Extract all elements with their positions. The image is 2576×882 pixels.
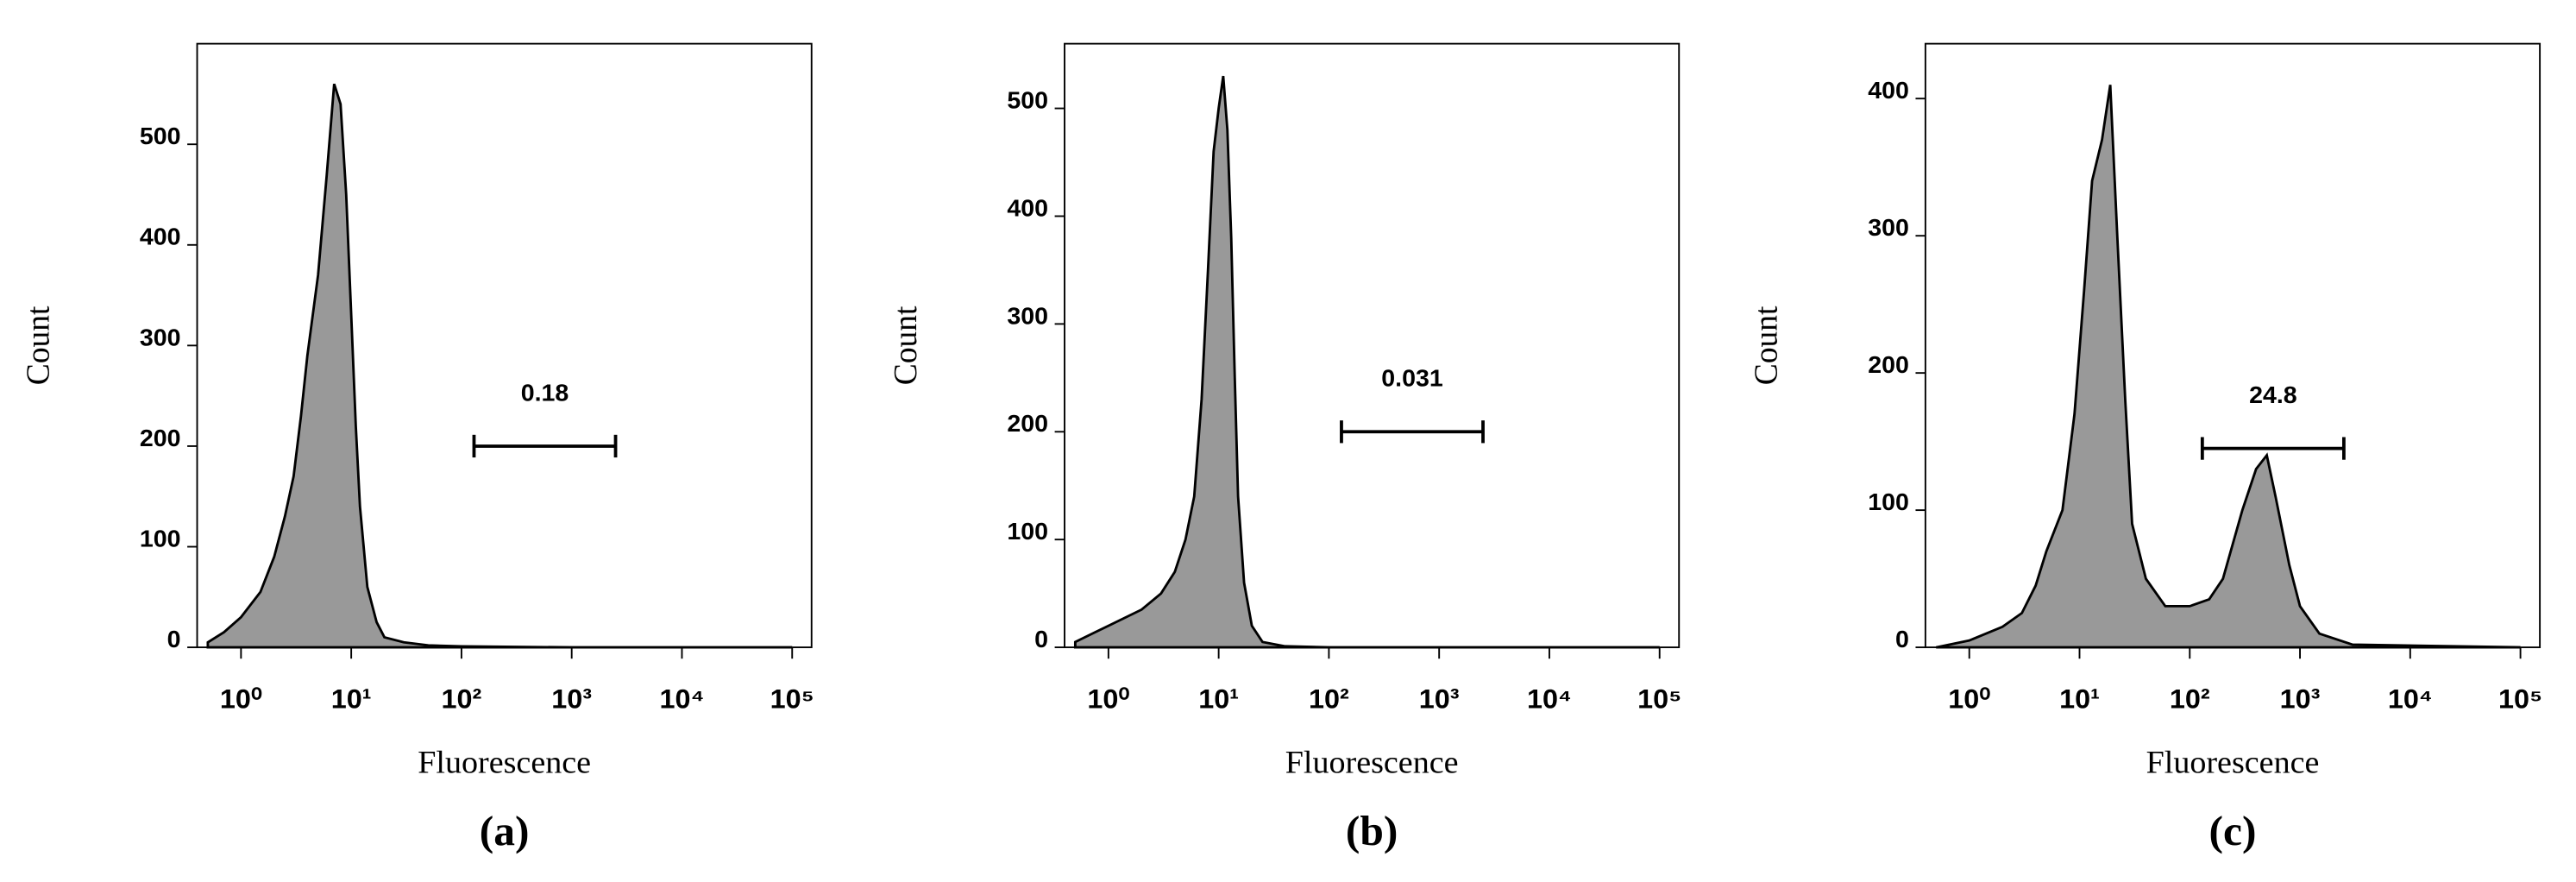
y-tick-label: 300 [140, 324, 181, 351]
x-axis-label: Fluorescence [418, 745, 591, 781]
x-axis-label: Fluorescence [2146, 745, 2320, 781]
x-tick-label: 10¹ [2059, 684, 2100, 715]
x-tick-label: 10⁵ [2498, 684, 2542, 715]
y-tick-label: 200 [140, 425, 181, 452]
y-tick-label: 100 [1007, 518, 1048, 545]
y-tick-label: 200 [1868, 351, 1909, 379]
y-tick-label: 100 [1868, 488, 1909, 516]
y-axis-label: Count [20, 306, 56, 385]
x-tick-label: 10⁴ [2388, 684, 2433, 715]
gate-label: 0.18 [521, 380, 569, 407]
x-tick-label: 10² [2170, 684, 2210, 715]
x-tick-label: 10² [1309, 684, 1349, 715]
x-tick-label: 10⁰ [1948, 684, 1990, 715]
x-axis-label: Fluorescence [1285, 745, 1459, 781]
y-tick-label: 500 [1007, 87, 1048, 115]
y-tick-label: 300 [1868, 214, 1909, 242]
y-tick-label: 100 [140, 526, 181, 553]
plot-frame [1064, 42, 1681, 649]
x-tick-label: 10⁰ [1087, 684, 1129, 715]
x-tick-label: 10² [442, 684, 482, 715]
panel-caption: (c) [2209, 807, 2257, 854]
gate-label: 0.031 [1381, 365, 1442, 393]
y-tick-label: 300 [1007, 302, 1048, 330]
y-tick-label: 0 [1034, 626, 1048, 653]
x-tick-label: 10¹ [331, 684, 372, 715]
y-tick-label: 500 [140, 123, 181, 150]
histogram-area [206, 83, 793, 649]
histogram-area [1935, 85, 2521, 649]
x-tick-label: 10³ [2280, 684, 2321, 715]
gate-label: 24.8 [2249, 381, 2297, 409]
x-tick-label: 10³ [551, 684, 592, 715]
y-tick-label: 400 [140, 224, 181, 251]
histogram-area [1073, 75, 1660, 649]
y-axis-label: Count [888, 306, 924, 385]
x-tick-label: 10⁴ [1527, 684, 1572, 715]
x-tick-label: 10¹ [1198, 684, 1239, 715]
x-tick-label: 10⁵ [770, 684, 814, 715]
y-tick-label: 0 [167, 626, 181, 653]
x-tick-label: 10⁰ [220, 684, 262, 715]
y-tick-label: 400 [1868, 77, 1909, 104]
y-tick-label: 0 [1895, 626, 1909, 653]
x-tick-label: 10³ [1419, 684, 1460, 715]
y-tick-label: 200 [1007, 410, 1048, 438]
panel-caption: (a) [480, 807, 530, 854]
y-tick-label: 400 [1007, 195, 1048, 223]
panel-caption: (b) [1346, 807, 1398, 854]
x-tick-label: 10⁴ [659, 684, 704, 715]
y-axis-label: Count [1748, 306, 1784, 385]
x-tick-label: 10⁵ [1637, 684, 1681, 715]
